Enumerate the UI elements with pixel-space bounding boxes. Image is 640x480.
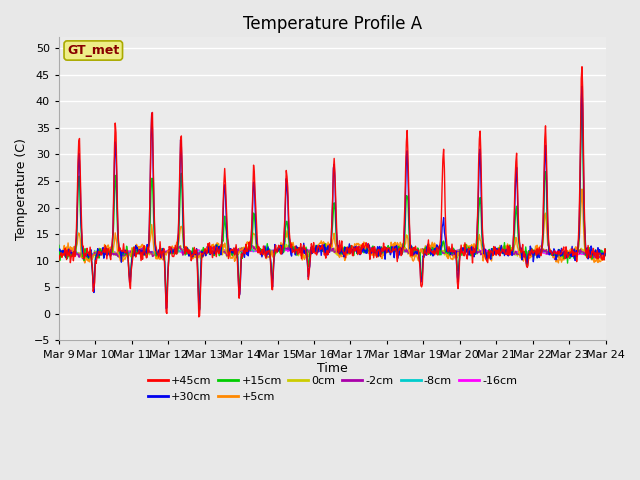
Title: Temperature Profile A: Temperature Profile A xyxy=(243,15,422,33)
X-axis label: Time: Time xyxy=(317,362,348,375)
Y-axis label: Temperature (C): Temperature (C) xyxy=(15,138,28,240)
Legend: +45cm, +30cm, +15cm, +5cm, 0cm, -2cm, -8cm, -16cm: +45cm, +30cm, +15cm, +5cm, 0cm, -2cm, -8… xyxy=(143,372,522,406)
Text: GT_met: GT_met xyxy=(67,44,120,57)
